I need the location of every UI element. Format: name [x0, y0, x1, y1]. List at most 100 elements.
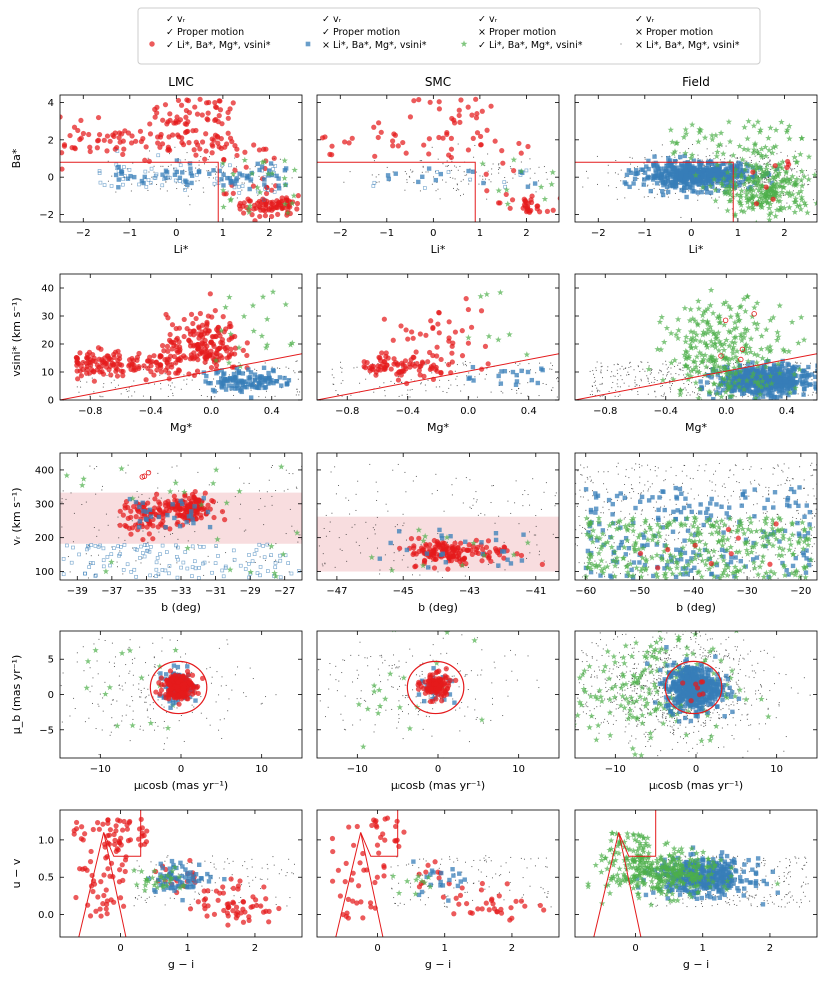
field-star [170, 164, 172, 166]
red-star [173, 337, 179, 343]
red-star [202, 359, 208, 365]
field-star [735, 181, 737, 183]
blue-star [753, 393, 758, 398]
blue-star [780, 358, 785, 364]
red-star [400, 139, 406, 146]
field-star [635, 376, 637, 378]
blue-star-open [468, 177, 472, 182]
blue-star [740, 179, 745, 185]
green-star [767, 200, 774, 207]
green-star [712, 358, 719, 365]
green-star [757, 184, 765, 191]
green-star [738, 171, 745, 178]
green-star [757, 174, 765, 181]
blue-star [804, 375, 810, 380]
green-star [723, 354, 730, 361]
red-star [469, 112, 475, 118]
field-star [498, 172, 500, 174]
field-star [684, 376, 686, 378]
blue-star [240, 383, 246, 388]
green-star [758, 345, 765, 352]
green-star [724, 380, 731, 387]
green-star [734, 357, 741, 364]
x-axis-label: Mg* [427, 421, 449, 434]
blue-star [624, 172, 630, 178]
green-star [753, 219, 760, 222]
blue-star [678, 154, 683, 160]
blue-star-open [524, 168, 529, 173]
blue-star [727, 177, 732, 182]
field-star [796, 165, 798, 167]
green-star [729, 346, 736, 353]
green-star [681, 351, 688, 358]
blue-star [745, 168, 750, 174]
blue-star [627, 184, 632, 190]
field-star [458, 189, 460, 191]
blue-star [695, 190, 701, 195]
x-tick-label: −1 [122, 228, 137, 239]
red-star [133, 138, 139, 144]
field-star [599, 390, 601, 392]
green-star [786, 135, 793, 142]
red-star [167, 147, 173, 153]
field-star [279, 158, 281, 160]
green-star [731, 334, 738, 341]
green-star [725, 190, 732, 197]
blue-star [801, 392, 806, 397]
green-star [687, 306, 694, 313]
field-star [617, 395, 619, 397]
blue-star [426, 166, 432, 171]
red-star [262, 213, 269, 219]
red-star [119, 131, 125, 137]
red-star [175, 510, 181, 516]
axes-frame [574, 273, 818, 401]
x-axis-label: Mg* [685, 421, 707, 434]
red-star [167, 526, 173, 532]
red-star [463, 296, 469, 302]
green-star [769, 149, 776, 156]
field-star [623, 368, 625, 370]
blue-star [669, 182, 675, 187]
green-star [744, 135, 751, 142]
plot-area [317, 96, 559, 222]
green-star [685, 354, 692, 361]
blue-star [786, 362, 792, 368]
field-star [285, 533, 287, 535]
red-star [251, 142, 257, 148]
field-star [259, 556, 261, 558]
green-star [764, 356, 771, 363]
green-star [734, 313, 742, 320]
red-star [444, 131, 450, 138]
field-star [764, 181, 766, 183]
green-star [690, 329, 698, 336]
blue-star [498, 381, 504, 386]
green-star [689, 121, 696, 128]
legend-label-rv_pm_abund-1: ✓ Proper motion [166, 27, 244, 38]
blue-star [715, 171, 720, 176]
red-star [80, 359, 86, 366]
field-star [88, 375, 90, 377]
field-star [757, 191, 759, 193]
field-star [148, 471, 150, 473]
field-star [558, 377, 559, 379]
field-star [805, 169, 807, 171]
green-star [264, 315, 271, 322]
field-star [671, 376, 673, 378]
blue-star [467, 375, 473, 380]
green-star [673, 139, 681, 146]
green-star [748, 194, 756, 202]
red-star [154, 367, 160, 373]
field-star [647, 378, 649, 380]
green-star [548, 180, 555, 188]
field-star [337, 394, 339, 396]
field-star [714, 388, 716, 390]
blue-star [770, 376, 775, 381]
x-tick-label: 0.0 [203, 406, 219, 417]
blue-star [219, 177, 224, 182]
green-star [771, 192, 778, 199]
blue-star [710, 184, 715, 189]
field-star [131, 183, 133, 185]
blue-star [774, 395, 780, 400]
red-star [77, 350, 83, 356]
red-star [187, 356, 193, 362]
